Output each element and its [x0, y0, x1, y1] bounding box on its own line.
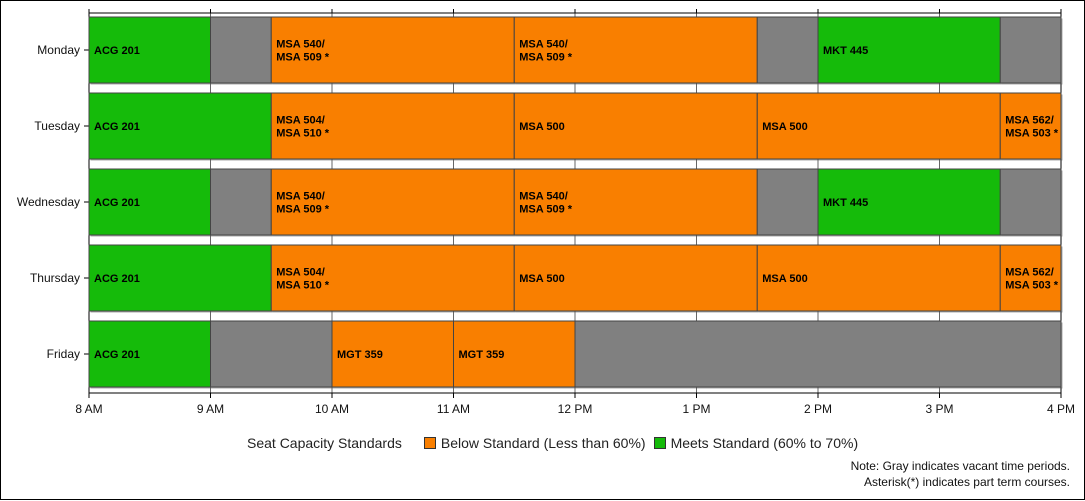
bar-label-monday-0-0: ACG 201: [94, 45, 140, 57]
bar-label-tuesday-4-1: MSA 503 *: [1005, 128, 1059, 140]
bar-segment-monday-0: [88, 16, 211, 84]
bar-label-tuesday-1-0: MSA 504/: [276, 115, 325, 127]
y-tick-label-monday: Monday: [37, 43, 80, 57]
bar-label-thursday-4-0: MSA 562/: [1005, 267, 1054, 279]
bar-segment-tuesday-4: [999, 92, 1062, 160]
legend-label-meets: Meets Standard (60% to 70%): [670, 435, 859, 451]
bar-label-monday-3-0: MSA 540/: [519, 39, 568, 51]
bar-label-wednesday-0-0: ACG 201: [94, 197, 140, 209]
x-tick-label-11-am: 11 AM: [437, 402, 470, 416]
x-tick-label-1-pm: 1 PM: [682, 402, 710, 416]
note-part-term: Asterisk(*) indicates part term courses.: [863, 475, 1070, 489]
bar-label-thursday-0-0: ACG 201: [94, 273, 140, 285]
y-tick-label-thursday: Thursday: [30, 271, 80, 285]
bar-label-monday-2-1: MSA 509 *: [276, 52, 330, 64]
bar-segment-monday-5: [817, 16, 1001, 84]
bar-segment-thursday-0: [88, 244, 272, 312]
y-tick-label-friday: Friday: [47, 347, 80, 361]
bar-segment-wednesday-2: [270, 168, 515, 236]
bar-label-thursday-3-0: MSA 500: [762, 273, 807, 285]
bar-segment-monday-3: [513, 16, 758, 84]
x-tick-label-12-pm: 12 PM: [558, 402, 593, 416]
y-tick-label-wednesday: Wednesday: [17, 195, 80, 209]
bar-segment-wednesday-4: [756, 168, 819, 236]
bar-segment-monday-1: [210, 16, 272, 84]
bar-label-wednesday-3-0: MSA 540/: [519, 191, 568, 203]
legend-title: Seat Capacity Standards: [247, 435, 402, 451]
legend-swatch-meets: [653, 437, 666, 449]
bar-label-wednesday-2-0: MSA 540/: [276, 191, 325, 203]
bar-segment-tuesday-3: [756, 92, 1001, 160]
bar-segment-friday-3: [453, 320, 576, 388]
bar-segment-thursday-2: [513, 244, 758, 312]
note-vacant: Note: Gray indicates vacant time periods…: [850, 459, 1070, 473]
legend-label-below: Below Standard (Less than 60%): [440, 435, 646, 451]
bar-label-thursday-1-1: MSA 510 *: [276, 280, 330, 292]
bar-segment-wednesday-6: [999, 168, 1062, 236]
legend-item-below: Below Standard (Less than 60%): [423, 435, 646, 451]
bar-segment-monday-6: [999, 16, 1062, 84]
bar-label-monday-3-1: MSA 509 *: [519, 52, 573, 64]
bar-segment-thursday-4: [999, 244, 1062, 312]
legend-item-meets: Meets Standard (60% to 70%): [653, 435, 859, 451]
x-tick-label-2-pm: 2 PM: [804, 402, 832, 416]
x-tick-label-10-am: 10 AM: [315, 402, 349, 416]
bar-label-wednesday-2-1: MSA 509 *: [276, 204, 330, 216]
bar-segment-monday-2: [270, 16, 515, 84]
bar-label-tuesday-1-1: MSA 510 *: [276, 128, 330, 140]
bar-label-tuesday-4-0: MSA 562/: [1005, 115, 1054, 127]
bar-label-thursday-2-0: MSA 500: [519, 273, 564, 285]
bar-label-tuesday-0-0: ACG 201: [94, 121, 140, 133]
bar-segment-thursday-1: [270, 244, 515, 312]
bar-label-wednesday-3-1: MSA 509 *: [519, 204, 573, 216]
bar-segment-wednesday-1: [210, 168, 272, 236]
bar-segment-friday-0: [88, 320, 211, 388]
bar-label-monday-5-0: MKT 445: [823, 45, 868, 57]
bar-segment-wednesday-5: [817, 168, 1001, 236]
bar-segment-thursday-3: [756, 244, 1001, 312]
legend-swatch-below: [423, 437, 436, 449]
x-tick-label-8-am: 8 AM: [75, 402, 102, 416]
bar-label-thursday-1-0: MSA 504/: [276, 267, 325, 279]
bar-label-tuesday-3-0: MSA 500: [762, 121, 807, 133]
x-tick-label-4-pm: 4 PM: [1047, 402, 1075, 416]
bar-label-thursday-4-1: MSA 503 *: [1005, 280, 1059, 292]
bar-label-friday-0-0: ACG 201: [94, 349, 140, 361]
bar-segment-friday-1: [210, 320, 333, 388]
bar-label-monday-2-0: MSA 540/: [276, 39, 325, 51]
bar-segment-tuesday-2: [513, 92, 758, 160]
bar-segment-wednesday-0: [88, 168, 211, 236]
bar-segment-monday-4: [756, 16, 819, 84]
bar-segment-friday-4: [574, 320, 1062, 388]
bar-label-wednesday-5-0: MKT 445: [823, 197, 868, 209]
bar-label-friday-2-0: MGT 359: [337, 349, 383, 361]
y-tick-label-tuesday: Tuesday: [34, 119, 80, 133]
bar-label-tuesday-2-0: MSA 500: [519, 121, 564, 133]
bar-label-friday-3-0: MGT 359: [459, 349, 505, 361]
x-tick-label-9-am: 9 AM: [197, 402, 224, 416]
legend: Seat Capacity Standards Below Standard (…: [247, 433, 866, 453]
bar-segment-friday-2: [331, 320, 454, 388]
x-tick-label-3-pm: 3 PM: [925, 402, 953, 416]
bar-segment-tuesday-0: [88, 92, 272, 160]
